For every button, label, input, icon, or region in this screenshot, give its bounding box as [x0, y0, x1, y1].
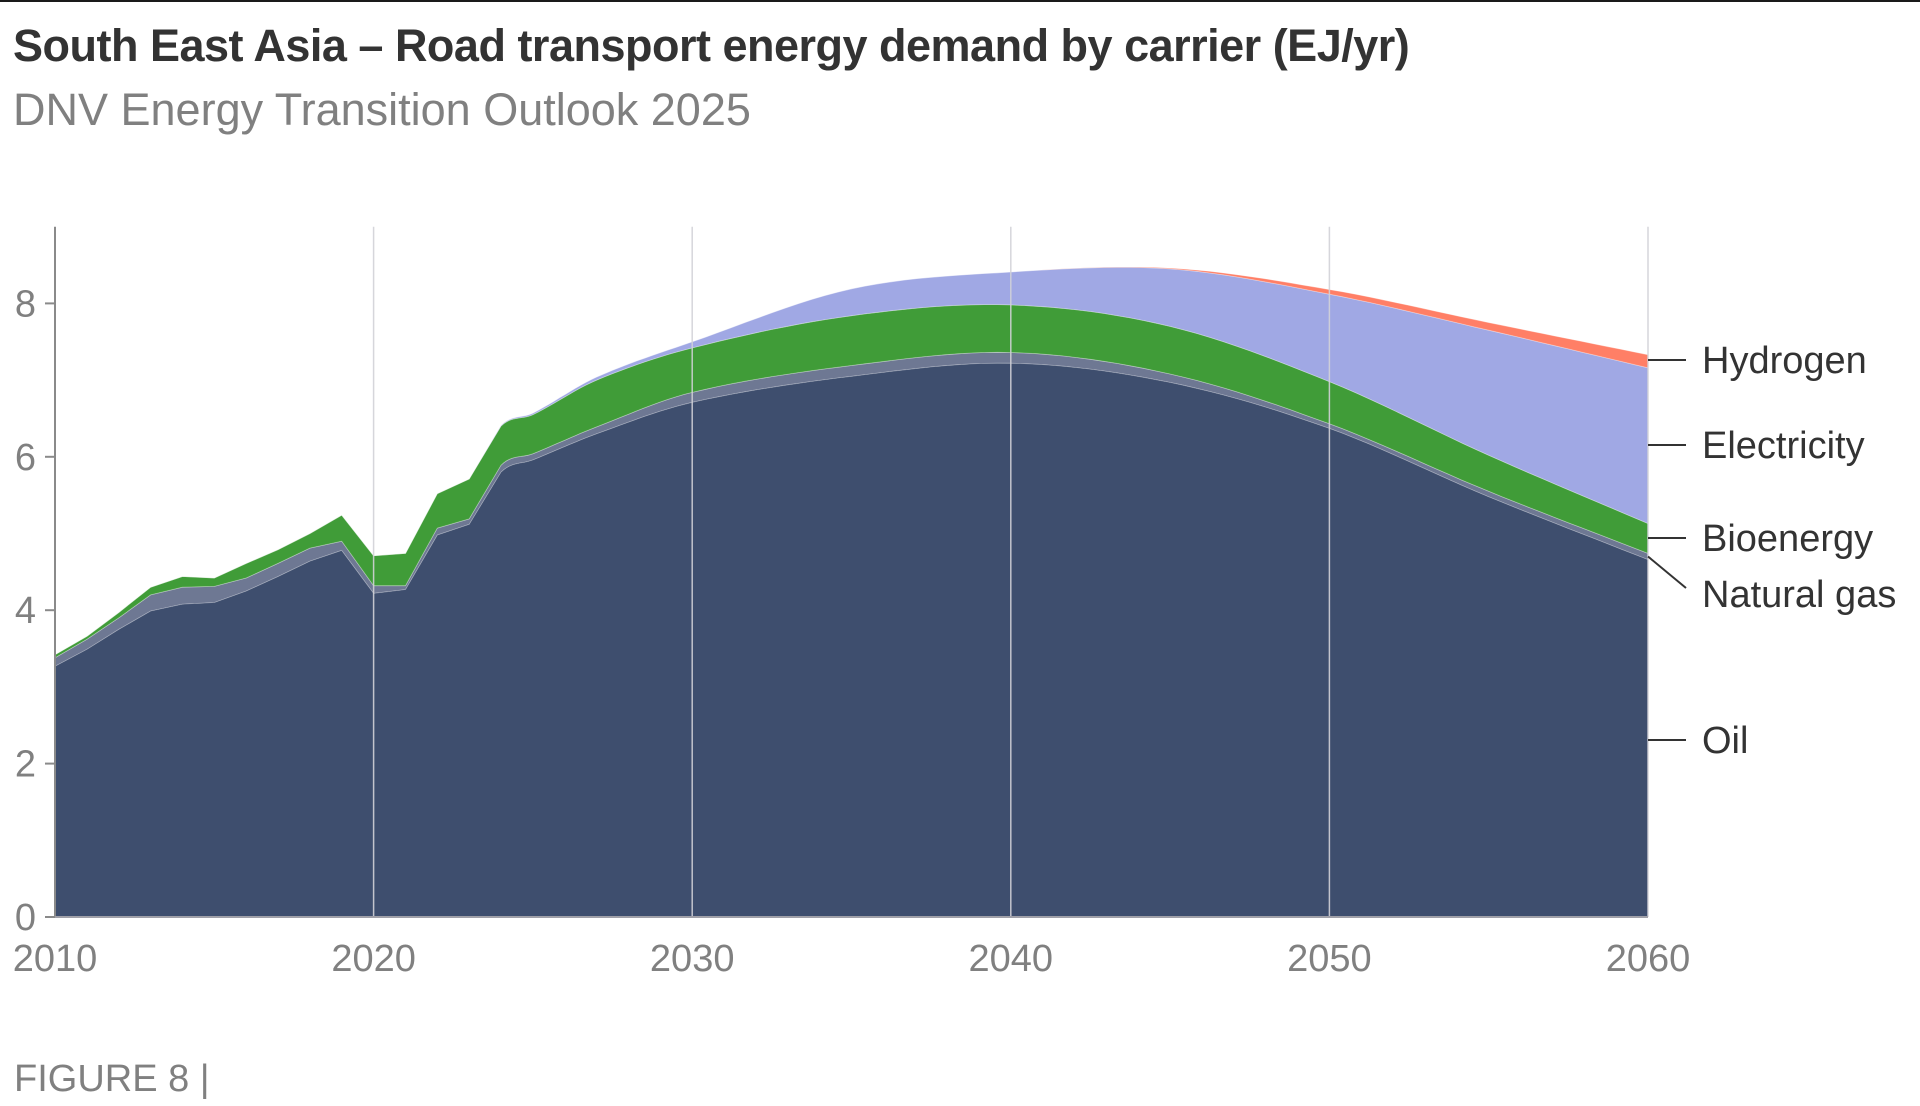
series-label-oil: Oil: [1702, 720, 1748, 762]
x-tick-label: 2010: [13, 938, 98, 980]
y-tick-label: 8: [15, 283, 36, 325]
top-rule: [0, 0, 1920, 2]
gridlines: [372, 226, 1649, 917]
leader-line-natural-gas: [1647, 555, 1687, 589]
y-axis-ticks: 0 2 4 6 8: [15, 283, 55, 939]
axes: [54, 226, 1648, 918]
series-label-hydrogen: Hydrogen: [1702, 340, 1867, 382]
x-tick-label: 2030: [650, 938, 735, 980]
x-tick-label: 2020: [331, 938, 416, 980]
series-label-natural-gas: Natural gas: [1702, 574, 1896, 616]
y-tick-label: 6: [15, 437, 36, 479]
area-layers: [54, 266, 1649, 918]
y-tick-label: 2: [15, 744, 36, 786]
series-label-electricity: Electricity: [1702, 425, 1865, 467]
x-axis-ticks: 2010 2020 2030 2040 2050 2060: [13, 938, 1691, 980]
area-oil: [55, 363, 1648, 918]
figure-label: FIGURE 8 |: [14, 1058, 210, 1100]
series-label-bioenergy: Bioenergy: [1702, 518, 1873, 560]
chart-subtitle: DNV Energy Transition Outlook 2025: [13, 84, 751, 135]
chart-title: South East Asia – Road transport energy …: [13, 20, 1410, 71]
x-tick-label: 2050: [1287, 938, 1372, 980]
y-tick-label: 4: [15, 590, 36, 632]
x-tick-label: 2040: [969, 938, 1054, 980]
series-labels: Hydrogen Electricity Bioenergy Natural gas O…: [1647, 340, 1896, 762]
x-tick-label: 2060: [1606, 938, 1691, 980]
y-tick-label: 0: [15, 897, 36, 939]
